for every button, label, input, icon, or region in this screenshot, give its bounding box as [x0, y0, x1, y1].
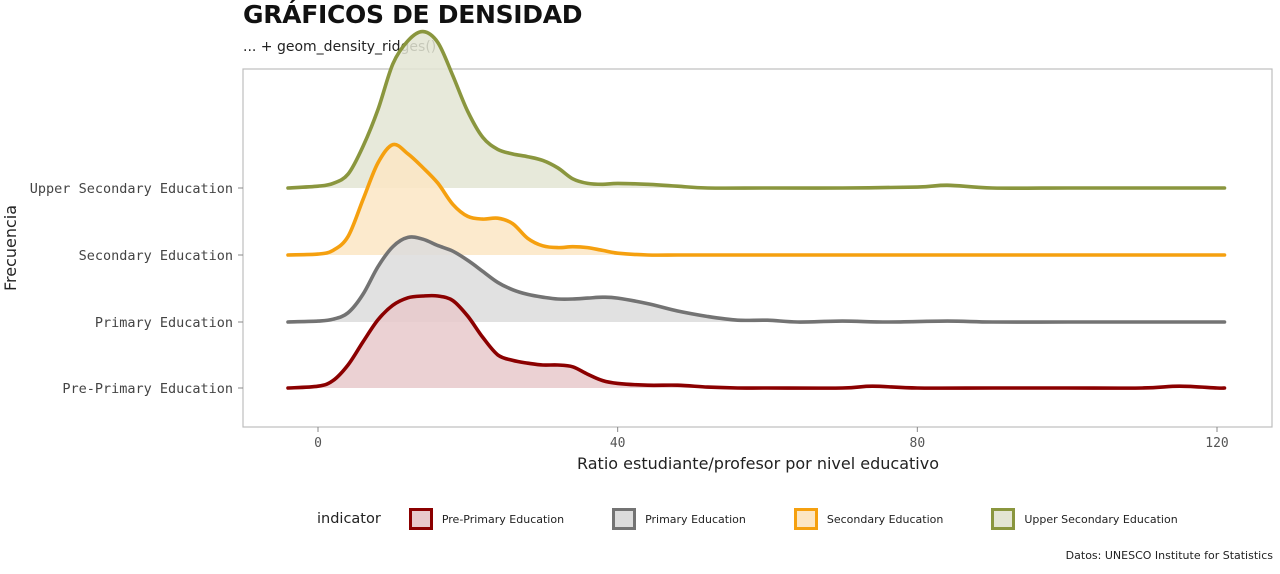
x-axis-ticks: 0 40 80 120: [314, 427, 1229, 451]
legend-item-pre-primary: Pre-Primary Education: [408, 508, 565, 530]
legend-label: Upper Secondary Education: [1024, 512, 1178, 526]
ridge-line-secondary: [286, 142, 1227, 257]
y-tick-label-pre-primary: Pre-Primary Education: [62, 381, 233, 397]
y-tick-label-secondary: Secondary Education: [79, 248, 233, 264]
ridge-fill-primary: [288, 236, 1225, 323]
ridge-fill-pre-primary: [288, 295, 1225, 389]
chart-subtitle: ... + geom_density_ridges(): [243, 39, 437, 55]
ridge-line-primary: [286, 235, 1227, 324]
ridge-line-upper-secondary: [286, 29, 1227, 191]
y-tick-label-upper-secondary: Upper Secondary Education: [30, 181, 233, 197]
legend: indicator Pre-Primary Education Primary …: [317, 506, 1226, 532]
legend-label: Secondary Education: [826, 512, 944, 526]
legend-item-primary: Primary Education: [612, 508, 746, 530]
legend-item-upper-secondary: Upper Secondary Education: [991, 508, 1178, 530]
chart-title: GRÁFICOS DE DENSIDAD: [243, 0, 583, 29]
legend-label: Primary Education: [645, 512, 746, 526]
y-tick-label-primary: Primary Education: [95, 315, 233, 331]
legend-key-pre-primary: [408, 508, 433, 530]
caption: Datos: UNESCO Institute for Statistics: [1065, 549, 1273, 562]
x-tick-label: 80: [910, 436, 926, 451]
x-tick-label: 0: [314, 436, 322, 451]
legend-key-primary: [612, 508, 637, 530]
legend-item-secondary: Secondary Education: [793, 508, 944, 530]
y-tick-labels: Pre-Primary Education Primary Education Se…: [30, 181, 243, 397]
ridgeline-chart: Pre-Primary Education Primary Education Se…: [1, 29, 1273, 473]
y-axis-title: Frecuencia: [1, 205, 20, 291]
ridge-line-pre-primary: [286, 293, 1227, 390]
legend-key-secondary: [793, 508, 818, 530]
legend-title: indicator: [317, 511, 381, 527]
ridges-layer: [286, 29, 1227, 390]
ridge-fill-secondary: [288, 144, 1225, 256]
x-tick-label: 120: [1205, 436, 1228, 451]
x-axis-title: Ratio estudiante/profesor por nivel educ…: [577, 454, 939, 473]
legend-label: Pre-Primary Education: [441, 512, 565, 526]
panel-border: [242, 68, 1273, 428]
ridge-fill-upper-secondary: [288, 31, 1225, 189]
legend-key-upper-secondary: [991, 508, 1016, 530]
x-tick-label: 40: [610, 436, 626, 451]
